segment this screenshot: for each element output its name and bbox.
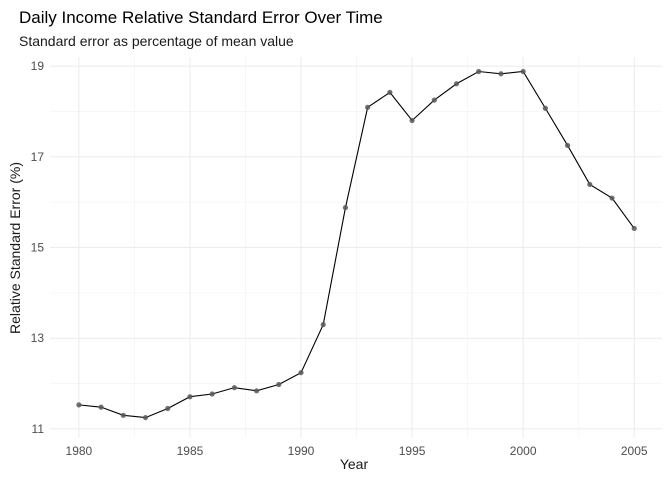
data-point [342, 204, 349, 211]
y-tick-label: 11 [32, 422, 45, 436]
y-tick-label: 19 [31, 59, 45, 73]
data-point [520, 68, 526, 75]
data-point [142, 414, 149, 421]
y-axis-title: Relative Standard Error (%) [7, 162, 23, 334]
data-point [320, 322, 326, 328]
x-axis-tick-labels: 1980 1985 1990 1995 2000 2005 [66, 444, 648, 458]
data-point [564, 142, 571, 149]
data-point [120, 412, 126, 418]
data-point [431, 97, 437, 103]
data-point [231, 385, 237, 391]
data-point [542, 105, 548, 111]
data-point [631, 225, 637, 232]
x-tick-label: 1995 [399, 444, 426, 458]
major-gridlines [50, 57, 662, 438]
data-point [409, 117, 415, 124]
data-point [165, 405, 171, 412]
x-tick-label: 1980 [66, 444, 93, 458]
data-point [365, 104, 371, 110]
data-point [387, 89, 393, 95]
y-axis-tick-labels: 11 13 15 17 19 [31, 59, 45, 436]
x-tick-label: 1985 [177, 444, 204, 458]
data-point [209, 391, 215, 397]
data-point [187, 394, 193, 400]
x-tick-label: 2005 [621, 444, 648, 458]
data-point [76, 402, 82, 408]
data-point [609, 195, 615, 201]
data-point [498, 71, 504, 77]
x-tick-label: 2000 [510, 444, 537, 458]
data-point [453, 81, 460, 87]
data-point [298, 370, 304, 376]
y-tick-label: 17 [31, 150, 45, 164]
data-point [98, 404, 104, 410]
data-point [476, 68, 482, 75]
data-point [276, 381, 282, 388]
chart-title: Daily Income Relative Standard Error Ove… [19, 8, 383, 27]
chart-subtitle: Standard error as percentage of mean val… [19, 33, 294, 49]
y-tick-label: 13 [31, 331, 45, 345]
x-axis-title: Year [340, 456, 369, 472]
y-tick-label: 15 [31, 241, 45, 255]
data-point [253, 388, 260, 394]
series-layer [76, 68, 637, 421]
data-point [587, 181, 593, 188]
x-tick-label: 1990 [288, 444, 315, 458]
series-line [78, 70, 635, 419]
